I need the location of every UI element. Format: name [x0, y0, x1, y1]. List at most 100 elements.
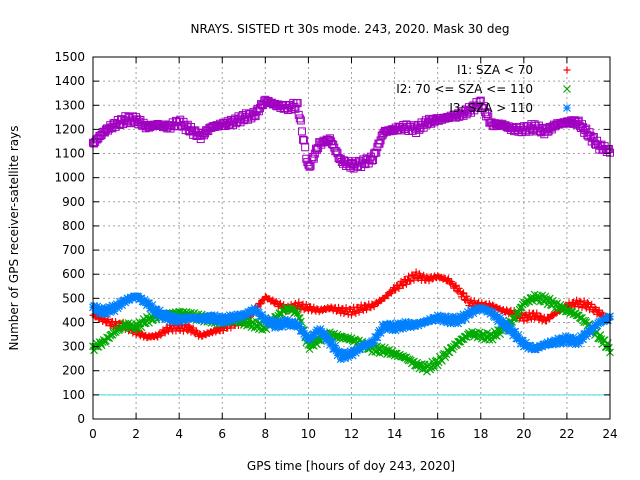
data-point [433, 311, 442, 320]
data-point [391, 285, 399, 293]
data-point [407, 320, 416, 329]
data-point [276, 299, 284, 307]
y-tick-label: 900 [62, 195, 85, 209]
data-point [216, 319, 225, 327]
data-point [185, 322, 193, 330]
data-point [567, 339, 576, 348]
data-point [569, 333, 578, 342]
data-point [451, 282, 459, 290]
data-point [560, 336, 569, 345]
data-point [460, 289, 468, 297]
y-tick-label: 100 [62, 388, 85, 402]
data-point [376, 329, 385, 337]
data-point [450, 318, 459, 327]
data-point [232, 312, 241, 321]
axis-ticks: 0100200300400500600700800900100011001200… [54, 50, 617, 441]
y-tick-label: 1400 [54, 74, 85, 88]
data-point [452, 281, 460, 289]
data-point [105, 302, 114, 311]
y-tick-label: 600 [62, 267, 85, 281]
data-point [145, 299, 153, 308]
data-point [463, 292, 471, 300]
data-point [184, 327, 192, 335]
data-point [494, 317, 502, 326]
y-tick-label: 400 [62, 315, 85, 329]
data-point [116, 297, 124, 306]
y-axis-label: Number of GPS receiver-satellite rays [7, 126, 21, 351]
data-point [499, 316, 508, 325]
data-point [170, 312, 179, 320]
data-point [574, 339, 583, 348]
x-tick-label: 10 [301, 427, 316, 441]
data-point [291, 299, 299, 307]
data-point [312, 328, 320, 337]
data-point [408, 271, 416, 279]
data-point [582, 304, 590, 312]
y-tick-label: 800 [62, 219, 85, 233]
data-point [323, 332, 332, 341]
data-point [265, 315, 274, 324]
data-point [163, 309, 172, 318]
data-point [458, 316, 467, 324]
data-point [395, 284, 403, 292]
legend-label: I1: SZA < 70 [457, 63, 533, 77]
data-point [518, 336, 527, 345]
data-point [432, 314, 441, 323]
y-tick-label: 1000 [54, 171, 85, 185]
data-point [352, 346, 361, 355]
data-point [231, 315, 240, 324]
data-point [103, 310, 111, 319]
data-point [251, 306, 260, 315]
data-point [454, 337, 463, 346]
series-total [89, 95, 614, 173]
data-point [271, 323, 279, 332]
data-point [553, 338, 562, 347]
data-point [295, 322, 304, 331]
data-point [561, 332, 570, 340]
data-point [122, 296, 131, 305]
data-point [292, 306, 301, 315]
data-point [412, 268, 420, 276]
y-tick-label: 700 [62, 243, 85, 257]
data-point [441, 312, 450, 321]
data-point [238, 313, 247, 322]
data-point [176, 326, 184, 334]
data-point [515, 335, 524, 344]
x-tick-label: 8 [262, 427, 270, 441]
data-point [478, 103, 487, 112]
data-point [380, 325, 389, 333]
data-point [301, 143, 310, 152]
data-point [536, 312, 544, 320]
data-point [527, 315, 535, 323]
y-tick-label: 300 [62, 340, 85, 354]
data-point [168, 317, 177, 326]
data-point [573, 296, 581, 304]
data-point [332, 346, 341, 355]
data-point [576, 331, 585, 340]
data-point [100, 303, 109, 312]
data-point [141, 298, 150, 307]
data-point [506, 322, 515, 331]
data-point [580, 297, 588, 305]
data-point [292, 320, 301, 329]
data-point [516, 314, 524, 322]
data-point [604, 343, 613, 352]
x-tick-label: 6 [218, 427, 226, 441]
data-point [158, 314, 166, 322]
data-point [375, 326, 384, 335]
data-point [355, 308, 363, 316]
x-tick-label: 12 [344, 427, 359, 441]
data-point [541, 292, 550, 301]
data-point [332, 307, 340, 315]
data-point [297, 127, 306, 136]
data-point [290, 321, 299, 330]
data-point [212, 328, 220, 336]
data-point [315, 326, 324, 335]
data-point [588, 300, 596, 308]
data-point [491, 310, 500, 319]
data-point [469, 309, 478, 318]
data-point [168, 325, 176, 333]
data-point [444, 275, 452, 283]
data-point [276, 316, 285, 325]
